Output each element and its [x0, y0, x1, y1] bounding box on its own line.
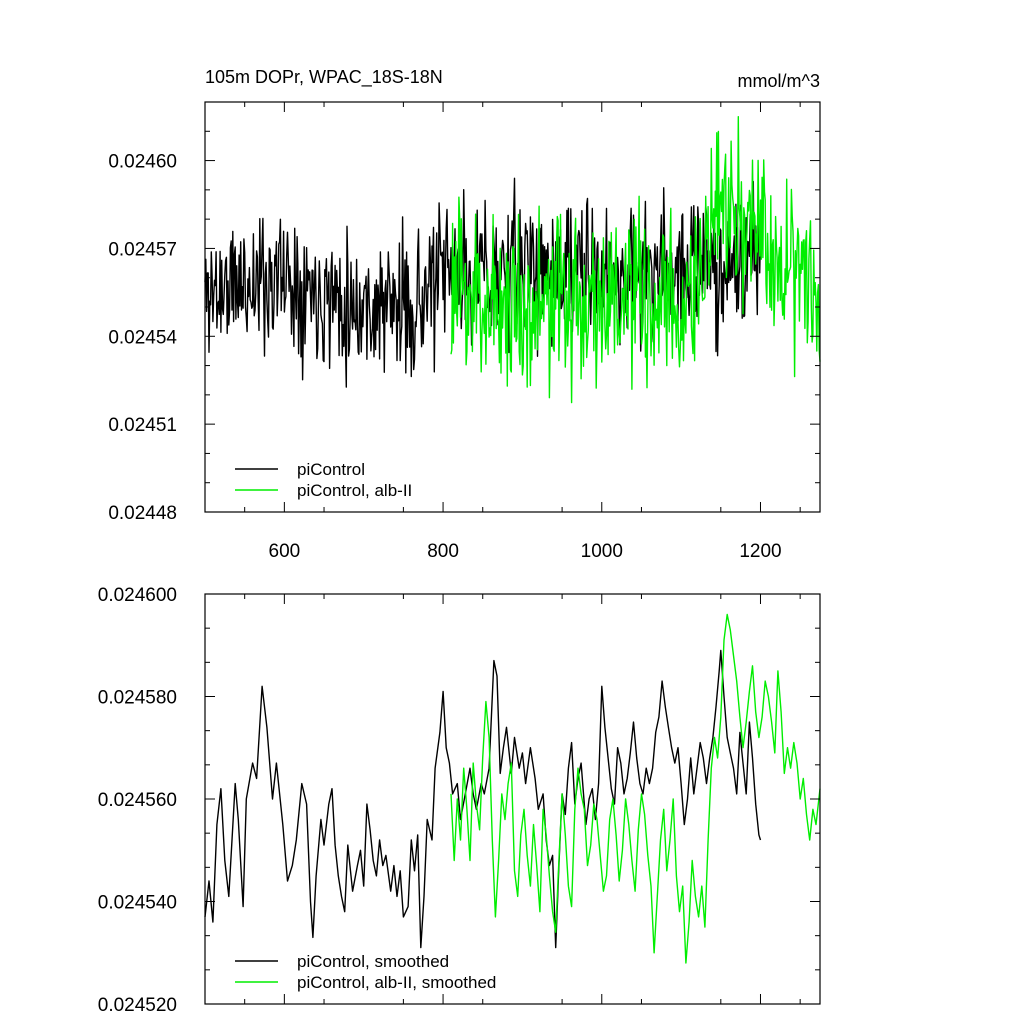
y-tick-label: 0.024540	[98, 893, 177, 914]
x-tick-label: 800	[427, 541, 459, 562]
top-panel-title: 105m DOPr, WPAC_18S-18N	[205, 67, 443, 88]
y-tick-label: 0.02451	[108, 415, 177, 436]
legend-label-picontrol-alb-ii-smoothed: piControl, alb-II, smoothed	[297, 973, 496, 992]
bottom-legend: piControl, smoothed piControl, alb-II, s…	[235, 952, 496, 992]
legend-label-picontrol-smoothed: piControl, smoothed	[297, 952, 449, 971]
bottom-panel: 0.024520 0.024540 0.024560 0.024580 0.024600…	[98, 585, 821, 1016]
series-line-picontrol-alb-ii	[450, 116, 821, 404]
y-tick-label: 0.024560	[98, 790, 177, 811]
legend-label-picontrol-alb-ii: piControl, alb-II	[297, 481, 412, 500]
top-legend: piControl piControl, alb-II	[235, 460, 412, 500]
top-panel: 105m DOPr, WPAC_18S-18N mmol/m^3 0.02448…	[108, 67, 821, 562]
top-tick-group: 0.02448 0.02451 0.02454 0.02457 0.02460 600 80…	[108, 102, 820, 562]
bottom-tick-group: 0.024520 0.024540 0.024560 0.024580 0.024600	[98, 585, 820, 1016]
series-line-picontrol	[204, 177, 762, 388]
bottom-series-group	[204, 613, 821, 964]
top-panel-units: mmol/m^3	[738, 71, 820, 91]
x-tick-label: 1000	[581, 541, 623, 562]
series-line-picontrol-alb-ii-smoothed	[450, 613, 821, 964]
y-tick-label: 0.02460	[108, 152, 177, 173]
y-tick-label: 0.02457	[108, 239, 177, 260]
series-line-picontrol-smoothed	[204, 649, 762, 949]
y-tick-label: 0.024520	[98, 995, 177, 1016]
x-tick-label: 1200	[739, 541, 781, 562]
y-tick-label: 0.02454	[108, 327, 177, 348]
x-tick-label: 600	[269, 541, 301, 562]
top-series-group	[204, 116, 821, 404]
legend-label-picontrol: piControl	[297, 460, 365, 479]
y-tick-label: 0.024600	[98, 585, 177, 606]
y-tick-label: 0.024580	[98, 688, 177, 709]
y-tick-label: 0.02448	[108, 503, 177, 524]
